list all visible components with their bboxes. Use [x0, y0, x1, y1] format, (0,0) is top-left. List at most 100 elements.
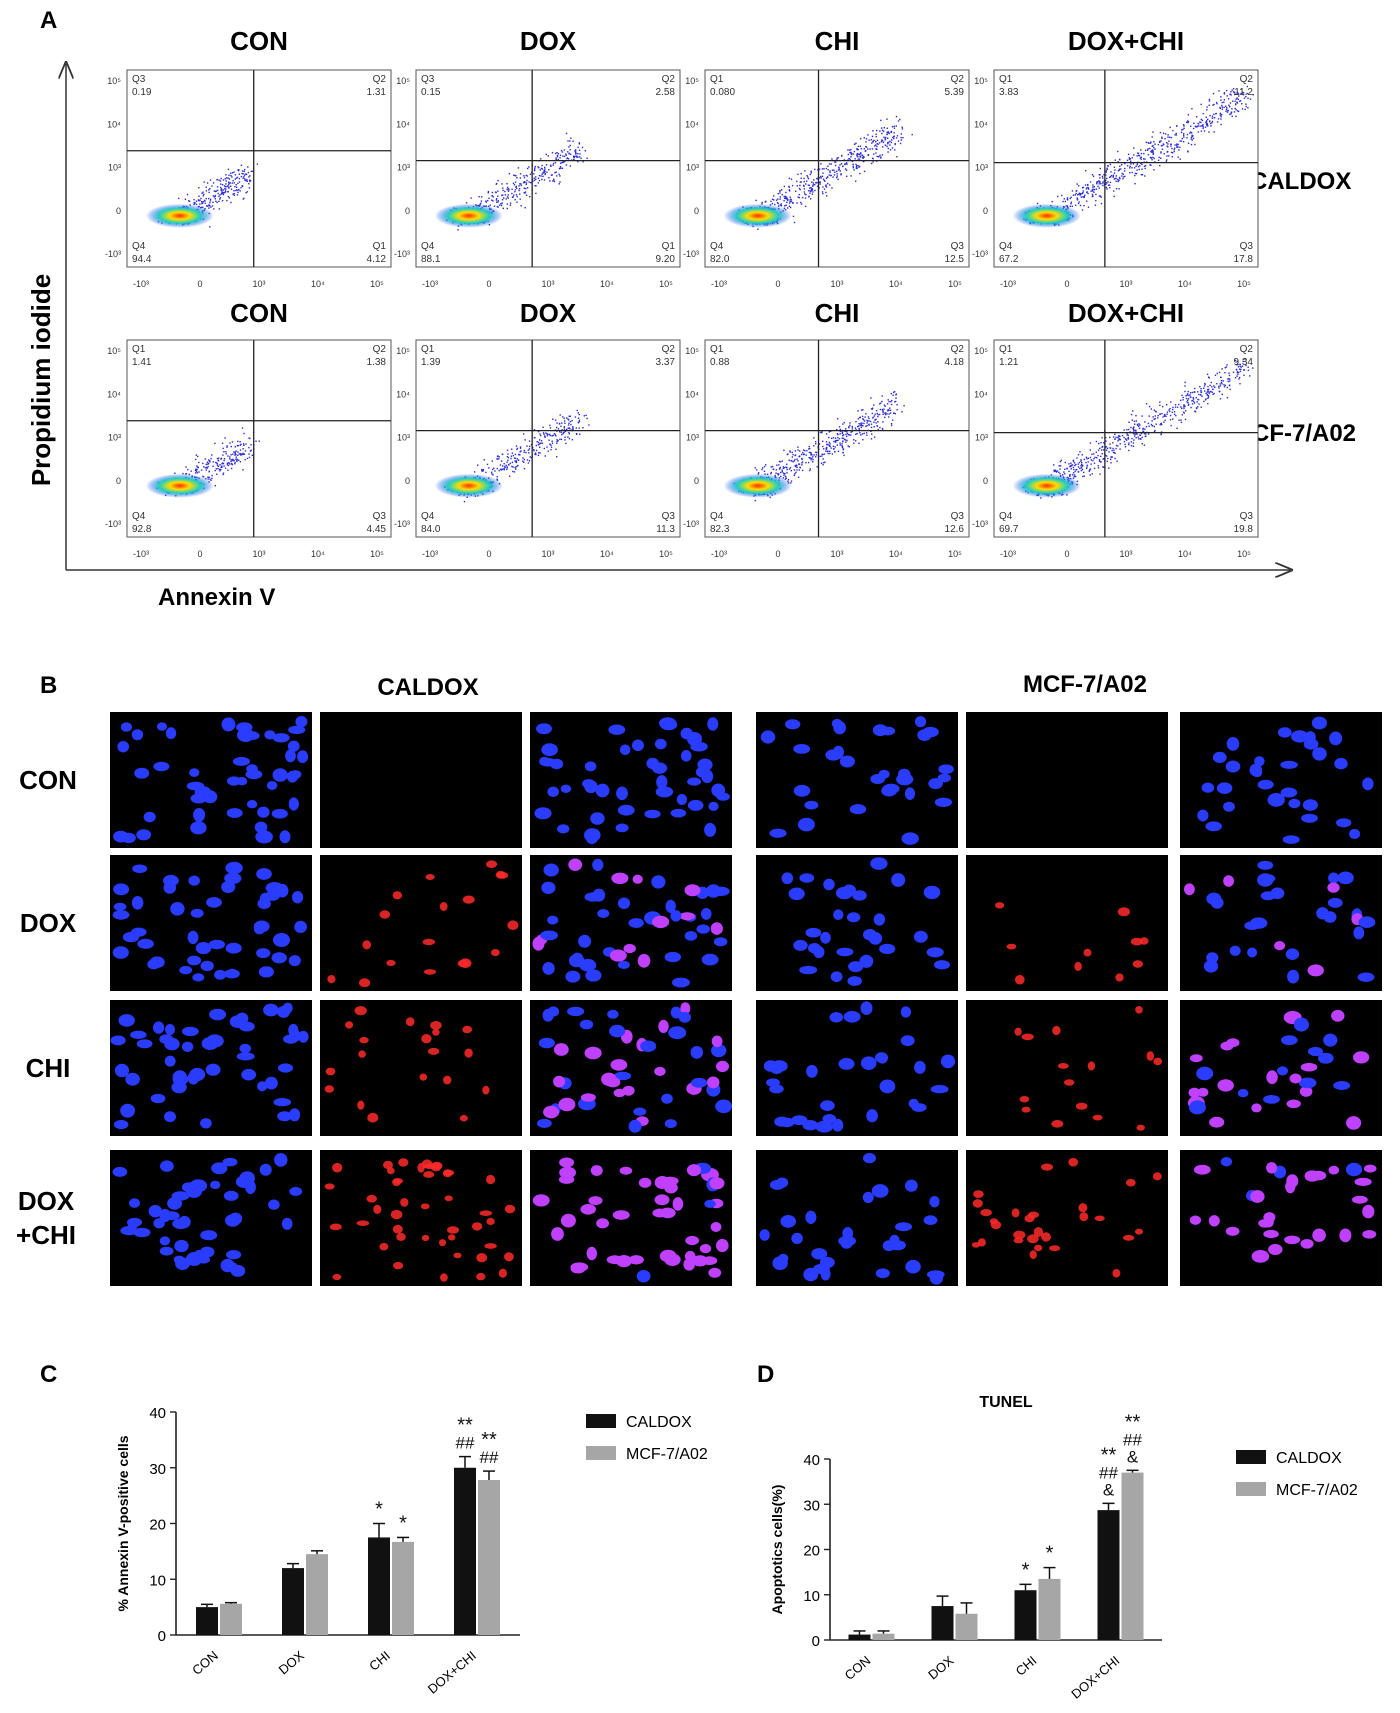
flow-event: [1180, 131, 1183, 133]
flow-x-tick: 10³: [252, 549, 265, 559]
flow-event: [186, 193, 189, 196]
flow-event: [221, 191, 223, 193]
flow-event: [227, 469, 229, 471]
flow-event: [226, 199, 228, 202]
flow-event: [1100, 202, 1103, 205]
flow-event: [507, 453, 509, 455]
flow-event: [1092, 175, 1095, 177]
flow-event: [1122, 173, 1124, 175]
flow-event: [828, 163, 831, 165]
flow-event: [525, 174, 527, 177]
flow-event: [487, 192, 489, 194]
flow-event: [248, 187, 251, 189]
flow-event: [1190, 143, 1193, 146]
flow-event: [193, 198, 195, 201]
flow-x-tick: 10⁵: [948, 279, 962, 289]
flow-event: [483, 459, 485, 461]
flow-event: [556, 456, 558, 458]
flow-event: [234, 463, 236, 465]
flow-event: [1247, 107, 1249, 109]
flow-event: [513, 471, 516, 473]
flow-event: [573, 157, 575, 159]
flow-event: [1106, 188, 1108, 190]
flow-event: [543, 447, 545, 450]
flow-event: [1095, 188, 1097, 190]
flow-event: [241, 170, 244, 172]
flow-event: [1181, 129, 1183, 131]
flow-event: [559, 414, 561, 416]
flow-event: [854, 158, 856, 160]
flow-event: [1187, 121, 1189, 124]
flow-event: [1148, 142, 1150, 144]
flow-event: [1236, 102, 1239, 104]
flow-event: [239, 444, 241, 446]
flow-event: [511, 452, 514, 454]
flow-event: [799, 181, 802, 183]
flow-event: [836, 159, 838, 161]
flow-event: [1071, 205, 1073, 207]
flow-event: [564, 439, 566, 441]
flow-event: [814, 184, 816, 186]
flow-event: [1194, 143, 1196, 146]
flow-event: [248, 437, 250, 439]
flow-event: [836, 173, 838, 175]
flow-event: [777, 202, 779, 205]
flow-event: [838, 167, 840, 169]
flow-event: [844, 439, 847, 441]
flow-event: [233, 182, 235, 184]
flow-event: [236, 460, 238, 462]
flow-event: [544, 166, 546, 169]
flow-event: [1152, 131, 1154, 133]
flow-event: [540, 442, 542, 444]
flow-event: [810, 187, 812, 189]
flow-event: [1150, 141, 1152, 143]
flow-event: [488, 467, 490, 469]
flow-event: [1183, 141, 1185, 143]
flow-event: [1081, 187, 1084, 189]
quadrant-value: 12.5: [945, 254, 965, 265]
flow-event: [224, 437, 226, 439]
flow-event: [1176, 143, 1178, 145]
flow-event: [549, 180, 551, 182]
flow-event: [865, 138, 868, 140]
flow-event: [1223, 101, 1225, 103]
flow-event: [879, 130, 881, 132]
flow-event: [237, 189, 239, 192]
flow-event: [1062, 200, 1064, 203]
flow-event: [1095, 193, 1097, 196]
flow-event: [202, 195, 204, 197]
flow-event: [781, 194, 783, 196]
flow-event: [863, 156, 865, 158]
quadrant-value: 1.38: [367, 357, 387, 368]
flow-event: [1154, 148, 1156, 150]
flow-event: [212, 201, 214, 203]
flow-x-tick: 0: [197, 549, 202, 559]
flow-event: [1099, 167, 1101, 170]
flow-event: [567, 427, 569, 429]
flow-event: [1103, 173, 1105, 176]
flow-event: [823, 179, 825, 182]
flow-event: [1144, 165, 1147, 167]
flow-event: [515, 194, 518, 196]
flow-event: [537, 182, 539, 184]
flow-event: [860, 152, 862, 154]
flow-event: [528, 440, 531, 442]
flow-event: [572, 428, 574, 430]
flow-event: [496, 455, 499, 458]
flow-event: [1140, 158, 1142, 160]
flow-event: [245, 443, 247, 445]
flow-event: [527, 449, 530, 451]
flow-event: [1211, 115, 1214, 117]
flow-event: [797, 196, 799, 198]
flow-event: [875, 144, 877, 146]
flow-event: [887, 131, 890, 133]
flow-density-core: [1012, 203, 1081, 228]
flow-event: [1122, 178, 1124, 180]
flow-event: [1160, 151, 1162, 153]
flow-event: [783, 195, 785, 198]
flow-event: [849, 151, 851, 154]
flow-event: [207, 476, 209, 478]
flow-event: [790, 178, 793, 180]
flow-event: [561, 429, 563, 431]
flow-event: [210, 479, 212, 481]
